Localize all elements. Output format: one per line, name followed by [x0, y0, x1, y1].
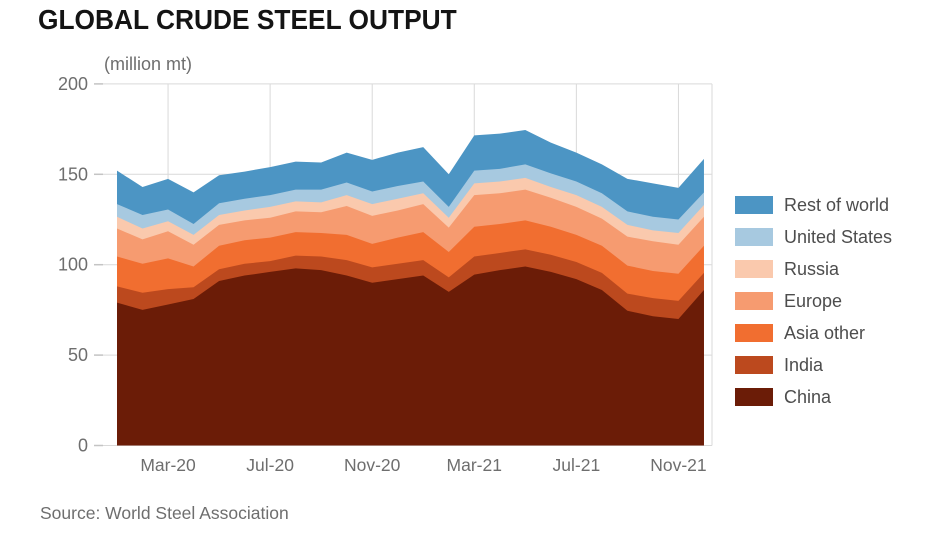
legend-swatch: [735, 292, 773, 310]
x-axis-label: Mar-20: [140, 455, 196, 475]
x-axis-label: Jul-20: [246, 455, 294, 475]
legend-swatch: [735, 228, 773, 246]
legend-item-united-states: United States: [735, 221, 892, 253]
y-axis-label: 50: [68, 345, 88, 365]
y-axis-label: 0: [78, 436, 88, 456]
legend-swatch: [735, 324, 773, 342]
y-axis-label: 150: [58, 164, 88, 184]
x-axis-label: Mar-21: [447, 455, 502, 475]
legend-item-russia: Russia: [735, 253, 892, 285]
legend-item-india: India: [735, 349, 892, 381]
legend-label: Asia other: [784, 322, 866, 343]
legend-label: Rest of world: [784, 194, 890, 215]
legend-label: China: [784, 386, 832, 407]
area-series-china: [117, 266, 704, 446]
legend-label: United States: [784, 226, 893, 247]
legend-label: Europe: [784, 290, 843, 311]
y-axis-label: 100: [58, 255, 88, 275]
legend-label: Russia: [784, 258, 840, 279]
x-axis-label: Jul-21: [553, 455, 601, 475]
legend: Rest of world United States Russia Europe As…: [735, 189, 892, 413]
legend-swatch: [735, 260, 773, 278]
legend-item-europe: Europe: [735, 285, 892, 317]
chart-title: GLOBAL CRUDE STEEL OUTPUT: [38, 4, 457, 35]
x-axis-label: Nov-20: [344, 455, 401, 475]
legend-swatch: [735, 356, 773, 374]
source-note: Source: World Steel Association: [40, 503, 289, 523]
x-axis-label: Nov-21: [650, 455, 706, 475]
legend-label: India: [784, 354, 824, 375]
legend-swatch: [735, 196, 773, 214]
chart-subtitle: (million mt): [104, 54, 192, 74]
y-axis-label: 200: [58, 74, 88, 94]
legend-item-china: China: [735, 381, 892, 413]
legend-item-rest-of-world: Rest of world: [735, 189, 892, 221]
legend-item-asia-other: Asia other: [735, 317, 892, 349]
legend-swatch: [735, 388, 773, 406]
